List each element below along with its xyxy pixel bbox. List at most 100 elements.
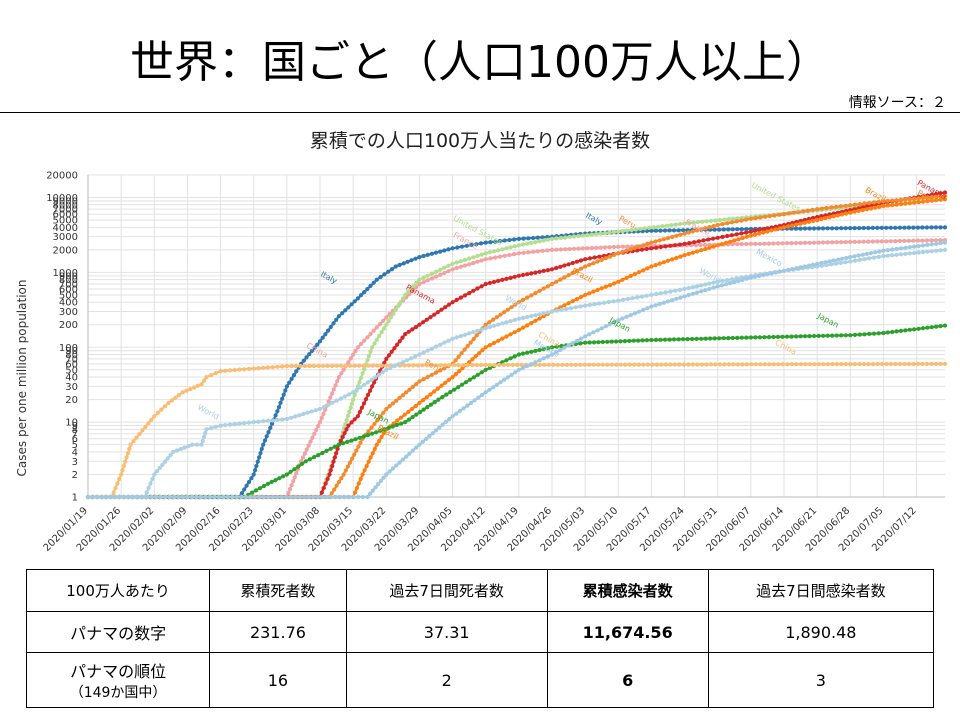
data-point [500,247,505,252]
table-cell: 累積感染者数 [546,569,709,612]
data-point [812,362,817,367]
data-point [612,320,617,325]
data-point [365,335,370,340]
data-point [630,296,635,301]
data-point [893,361,898,367]
y-tick-label: 500 [59,290,78,301]
data-point [492,362,497,368]
data-point [328,324,333,330]
data-point [204,427,209,432]
data-point [375,418,380,423]
data-point [349,420,354,425]
data-point [690,336,695,342]
data-point [636,309,642,314]
data-point [806,263,812,268]
data-point [120,468,125,473]
data-point [127,446,132,451]
data-point [903,197,908,202]
data-point [433,428,439,433]
data-point [324,448,329,453]
data-point [875,225,880,230]
data-point [280,396,285,401]
data-point [537,347,542,353]
data-point [657,301,662,307]
data-point [549,352,555,357]
data-point [554,308,559,313]
data-point [838,260,843,265]
data-point [498,380,503,385]
data-point [938,361,943,366]
data-point [812,333,817,339]
data-point [342,394,347,399]
data-point [408,286,413,291]
data-point [330,363,335,368]
data-point [378,478,383,483]
data-point [432,389,437,394]
data-point [898,328,904,333]
data-point [761,273,766,278]
table-cell: 累積死者数 [209,569,347,612]
data-point [602,231,608,236]
data-point [317,420,323,425]
data-point [920,195,926,200]
data-point [681,337,686,342]
data-point [450,336,455,341]
data-point [443,419,449,424]
data-point [446,269,451,274]
data-point [491,279,497,285]
data-point [618,362,623,367]
data-point [368,455,373,460]
data-point [916,326,921,331]
data-point [711,224,716,229]
data-point [369,377,374,382]
data-point [508,356,513,361]
source-note: 情報ソース：２ [848,95,946,111]
data-point [384,356,389,361]
data-point [520,297,526,302]
data-point [924,225,930,230]
data-point [352,417,357,422]
table-cell: 16 [209,652,347,708]
data-point [259,446,264,451]
data-point [554,265,559,271]
data-point [497,254,502,259]
data-point [763,214,768,219]
data-point [876,254,881,259]
data-point [653,239,658,244]
data-point [843,203,848,208]
data-point [649,246,654,251]
data-point [541,268,546,273]
data-point [898,246,904,251]
data-point [352,490,358,495]
data-point [252,494,257,500]
data-point [933,238,939,243]
data-point [425,405,430,410]
data-point [462,332,468,337]
data-point [249,476,254,481]
data-point [281,392,286,397]
data-point [112,494,118,500]
data-point [786,224,791,229]
data-point [570,260,575,266]
data-point [516,300,522,305]
data-point [394,422,399,428]
data-point [757,231,762,236]
data-point [862,201,867,206]
data-point [491,340,497,346]
data-point [525,241,530,246]
data-point [257,486,263,491]
data-point [420,439,425,444]
data-point [343,468,348,473]
data-point [861,225,866,231]
data-point [594,245,599,250]
data-point [793,240,799,246]
data-point [239,494,244,500]
data-point [494,315,499,320]
data-point [123,459,128,464]
table-header-row: 100万人あたり 累積死者数 過去7日間死者数 累積感染者数 過去7日間感染者数 [25,569,935,612]
data-point [625,244,630,249]
data-point [885,253,890,258]
data-point [699,227,704,232]
data-point [611,299,616,304]
data-point [345,464,350,469]
